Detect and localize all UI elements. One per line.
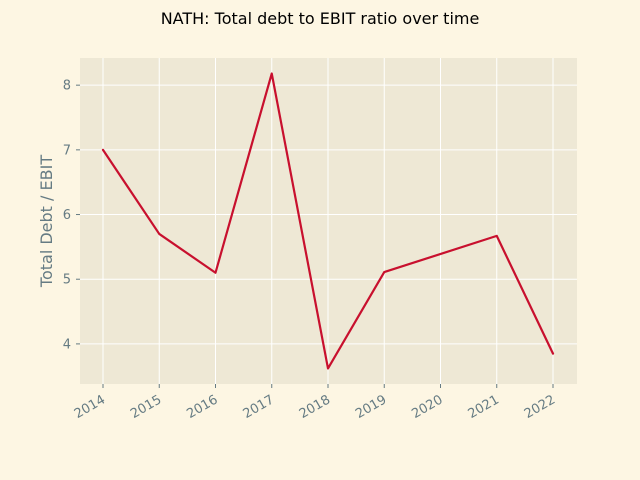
chart-title: NATH: Total debt to EBIT ratio over time — [161, 9, 480, 28]
x-tick-label: 2022 — [522, 392, 558, 422]
y-tick-label: 5 — [63, 273, 71, 288]
x-tick-label: 2020 — [409, 392, 445, 422]
y-tick-label: 4 — [63, 337, 71, 352]
x-tick-label: 2019 — [353, 392, 389, 422]
x-tick-label: 2015 — [128, 392, 164, 422]
x-tick-label: 2017 — [241, 392, 277, 422]
x-tick-label: 2014 — [72, 392, 108, 422]
x-tick-label: 2018 — [297, 392, 333, 422]
series-layer — [101, 72, 555, 370]
y-tick-label: 7 — [63, 143, 71, 158]
gridlines — [80, 58, 577, 384]
x-tick-label: 2016 — [184, 392, 220, 422]
x-tick-label: 2021 — [466, 392, 502, 422]
y-axis-label: Total Debt / EBIT — [37, 155, 56, 288]
y-tick-label: 8 — [63, 79, 71, 94]
y-tick-label: 6 — [63, 208, 71, 223]
series-line — [101, 72, 555, 370]
